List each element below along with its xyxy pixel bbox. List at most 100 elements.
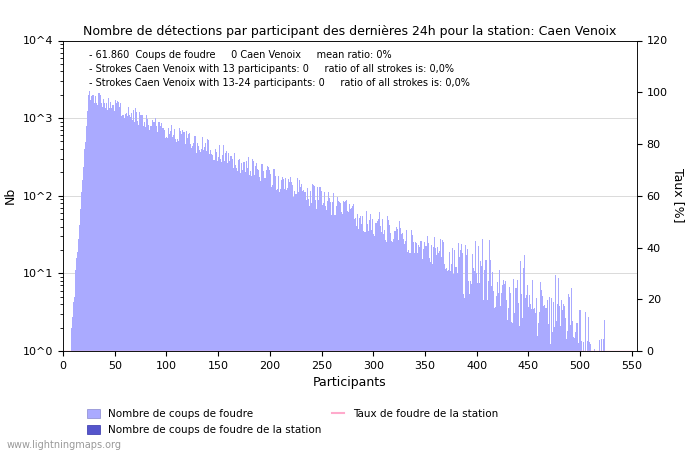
Bar [135, 108, 136, 450]
Bar [419, 247, 420, 450]
Bar [505, 281, 506, 450]
Bar [471, 284, 472, 450]
Bar [506, 300, 507, 450]
Bar [190, 148, 192, 450]
Bar [555, 275, 556, 450]
Bar [170, 131, 171, 450]
Bar [526, 295, 527, 450]
Bar [536, 297, 537, 450]
Bar [440, 239, 441, 450]
Bar [203, 150, 204, 450]
Bar [406, 230, 407, 450]
Bar [157, 132, 158, 450]
Bar [529, 295, 530, 450]
Bar [193, 143, 194, 450]
Bar [503, 280, 504, 450]
Bar [389, 225, 391, 450]
Bar [377, 221, 378, 450]
Bar [68, 351, 69, 450]
Bar [531, 309, 532, 450]
Bar [617, 351, 618, 450]
Bar [167, 139, 168, 450]
Bar [201, 148, 202, 450]
Bar [343, 201, 344, 450]
Bar [173, 135, 174, 450]
Bar [240, 173, 241, 450]
Bar [288, 179, 289, 450]
Bar [178, 141, 179, 450]
Bar [587, 341, 588, 450]
Bar [579, 310, 580, 450]
Bar [413, 242, 414, 450]
Bar [415, 242, 416, 450]
Bar [252, 159, 253, 450]
Bar [513, 279, 514, 450]
Bar [592, 351, 593, 450]
Bar [96, 103, 97, 450]
Bar [356, 226, 357, 450]
Bar [195, 136, 196, 450]
Bar [547, 324, 549, 450]
Bar [373, 234, 374, 450]
Bar [111, 108, 112, 450]
Bar [577, 324, 578, 450]
Bar [582, 342, 584, 450]
Bar [340, 202, 341, 450]
Bar [110, 102, 111, 450]
Bar [278, 176, 279, 450]
Bar [120, 103, 121, 450]
Bar [352, 206, 353, 450]
Bar [188, 134, 189, 450]
Bar [199, 150, 200, 450]
Bar [376, 223, 377, 450]
Bar [337, 201, 339, 450]
Bar [439, 251, 440, 450]
Bar [197, 144, 198, 450]
Bar [181, 134, 183, 450]
Bar [207, 139, 209, 450]
Bar [256, 163, 257, 450]
Bar [342, 214, 343, 450]
Bar [81, 192, 82, 450]
Bar [196, 153, 197, 450]
Bar [146, 115, 147, 450]
Bar [172, 137, 173, 450]
Bar [116, 103, 118, 450]
Bar [228, 153, 229, 450]
Bar [499, 270, 500, 450]
Bar [569, 297, 570, 450]
Bar [465, 245, 466, 450]
Bar [478, 246, 480, 450]
Bar [606, 351, 608, 450]
Bar [443, 242, 444, 450]
Bar [122, 115, 123, 450]
Bar [94, 96, 96, 450]
Bar [300, 187, 302, 450]
Bar [502, 285, 503, 450]
Bar [109, 108, 110, 450]
Bar [321, 191, 322, 450]
Bar [573, 337, 575, 450]
Bar [136, 112, 137, 450]
Bar [522, 318, 523, 450]
Bar [560, 326, 561, 450]
Title: Nombre de détections par participant des dernières 24h pour la station: Caen Ven: Nombre de détections par participant des… [83, 25, 617, 38]
Bar [335, 206, 337, 450]
Bar [409, 252, 410, 450]
Bar [132, 120, 133, 450]
Bar [368, 231, 369, 450]
Bar [204, 147, 205, 450]
Bar [104, 103, 105, 450]
Bar [92, 95, 94, 450]
Bar [272, 185, 274, 450]
Legend: Nombre de coups de foudre, Nombre de coups de foudre de la station, Taux de foud: Nombre de coups de foudre, Nombre de cou… [83, 405, 502, 439]
Bar [296, 194, 297, 450]
Bar [171, 125, 172, 450]
Bar [450, 271, 452, 450]
Bar [491, 272, 493, 450]
Bar [179, 128, 181, 450]
Bar [486, 300, 488, 450]
Bar [482, 239, 484, 450]
Bar [461, 243, 462, 450]
Bar [312, 184, 313, 450]
